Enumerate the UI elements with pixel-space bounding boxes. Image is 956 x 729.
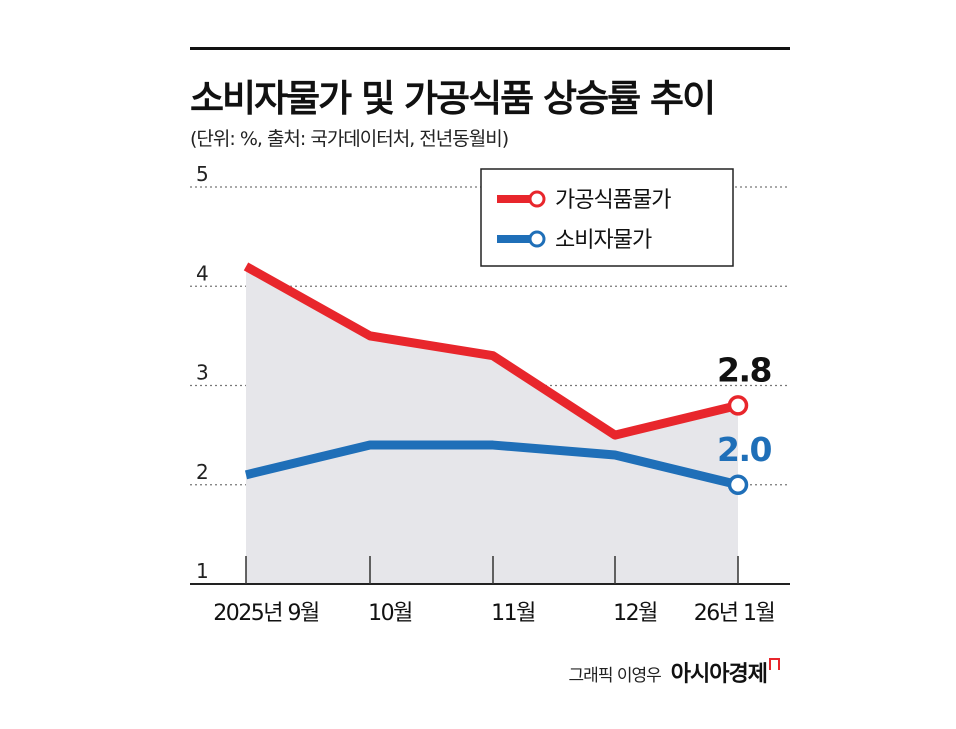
x-tick-label: 26년 1월 xyxy=(694,601,775,626)
series-end-label: 2.8 xyxy=(717,350,771,389)
y-tick-label: 3 xyxy=(196,361,209,385)
legend-label: 소비자물가 xyxy=(555,228,652,253)
legend-label: 가공식품물가 xyxy=(555,188,671,213)
series-end-marker xyxy=(727,474,749,495)
legend-box xyxy=(480,168,734,267)
x-tick-label: 11월 xyxy=(491,601,535,626)
top-rule xyxy=(190,47,790,50)
brand-mark-icon xyxy=(769,658,780,670)
y-tick-label: 4 xyxy=(196,261,209,285)
series: 2.8 2.0 xyxy=(243,262,773,495)
x-ticks: 2025년 9월 10월 11월 12월 26년 1월 xyxy=(213,556,776,626)
area-fill xyxy=(246,266,738,584)
series-end-label: 2.0 xyxy=(717,430,771,469)
y-tick-labels: 5 4 3 2 1 xyxy=(196,162,209,583)
brand-logo: 아시아경제 xyxy=(670,662,768,687)
y-tick-label: 1 xyxy=(196,559,209,583)
series-line xyxy=(243,262,740,440)
graphic-credit: 그래픽 이영우 xyxy=(568,666,662,686)
footer: 그래픽 이영우 아시아경제 xyxy=(569,656,780,688)
series-line xyxy=(244,440,740,490)
x-tick-label: 10월 xyxy=(368,601,412,626)
legend-swatch-marker xyxy=(528,190,546,208)
y-tick-label: 2 xyxy=(196,460,209,484)
series-end-marker xyxy=(727,395,749,416)
chart-title: 소비자물가 및 가공식품 상승률 추이 xyxy=(190,77,716,120)
chart-subtitle: (단위: %, 출처: 국가데이터처, 전년동월비) xyxy=(190,128,509,150)
y-tick-label: 5 xyxy=(196,162,209,186)
x-tick-label: 2025년 9월 xyxy=(213,601,319,626)
x-tick-label: 12월 xyxy=(613,601,657,626)
legend-swatch-marker xyxy=(528,230,546,248)
